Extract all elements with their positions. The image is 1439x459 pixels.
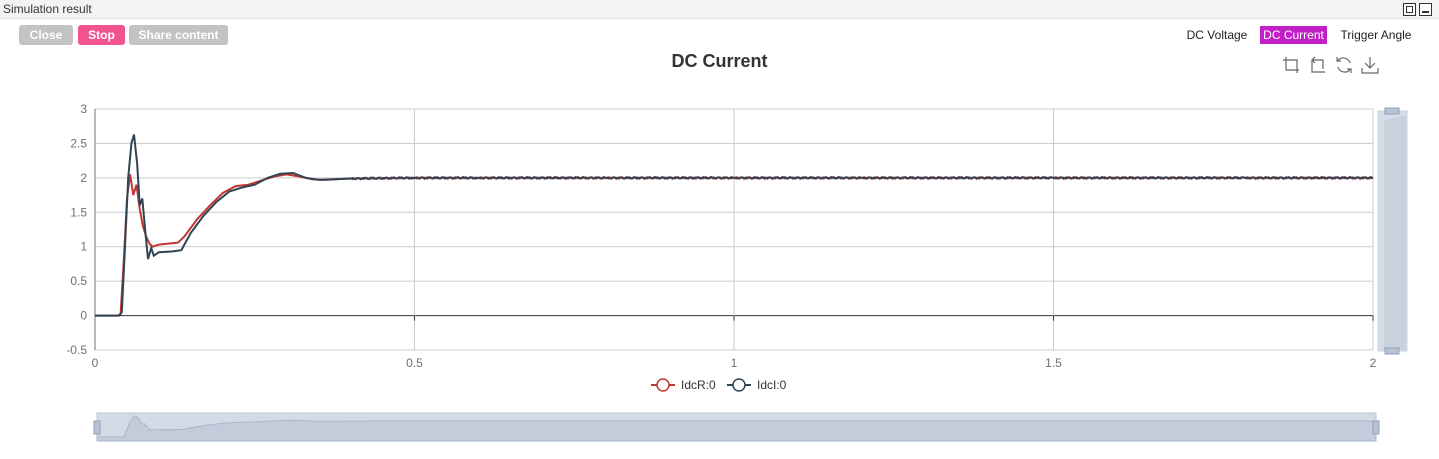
y-tick-label: -0.5 bbox=[66, 343, 87, 357]
legend-marker bbox=[656, 378, 670, 392]
restore-icon[interactable] bbox=[1334, 55, 1354, 75]
tab-dc-current[interactable]: DC Current bbox=[1260, 26, 1327, 44]
x-zoom-handle-left[interactable] bbox=[93, 420, 101, 435]
y-tick-label: 1.5 bbox=[70, 205, 87, 219]
tab-dc-voltage[interactable]: DC Voltage bbox=[1186, 28, 1248, 42]
zoom-icon[interactable] bbox=[1282, 55, 1302, 75]
y-tick-label: 0.5 bbox=[70, 274, 87, 288]
y-zoom-slider-shadow bbox=[1384, 115, 1406, 350]
series-line-idci0 bbox=[95, 134, 1374, 317]
maximize-icon[interactable] bbox=[1403, 3, 1416, 16]
x-zoom-preview bbox=[96, 415, 1377, 442]
minimize-icon[interactable] bbox=[1419, 3, 1432, 16]
chart-title: DC Current bbox=[671, 51, 768, 71]
x-tick-label: 0 bbox=[92, 356, 99, 370]
x-tick-label: 0.5 bbox=[406, 356, 423, 370]
zoom-reset-icon[interactable] bbox=[1308, 55, 1328, 75]
y-zoom-handle-top[interactable] bbox=[1384, 107, 1400, 115]
close-button[interactable]: Close bbox=[19, 25, 73, 45]
legend-label: IdcR:0 bbox=[681, 378, 716, 392]
y-tick-label: 2 bbox=[80, 171, 87, 185]
window-titlebar: Simulation result bbox=[0, 0, 1439, 19]
y-tick-label: 3 bbox=[80, 102, 87, 116]
stop-button[interactable]: Stop bbox=[78, 25, 125, 45]
tab-trigger-angle[interactable]: Trigger Angle bbox=[1340, 28, 1412, 42]
y-tick-label: 1 bbox=[80, 240, 87, 254]
y-tick-label: 2.5 bbox=[70, 136, 87, 150]
legend-label: IdcI:0 bbox=[757, 378, 787, 392]
x-tick-label: 2 bbox=[1370, 356, 1377, 370]
y-zoom-handle-bottom[interactable] bbox=[1384, 347, 1400, 355]
window-title: Simulation result bbox=[3, 2, 92, 16]
download-icon[interactable] bbox=[1360, 55, 1380, 75]
x-tick-label: 1 bbox=[731, 356, 738, 370]
share-content-button[interactable]: Share content bbox=[129, 25, 228, 45]
x-tick-label: 1.5 bbox=[1045, 356, 1062, 370]
legend-marker bbox=[732, 378, 746, 392]
x-zoom-handle-right[interactable] bbox=[1372, 420, 1380, 435]
y-tick-label: 0 bbox=[80, 309, 87, 323]
